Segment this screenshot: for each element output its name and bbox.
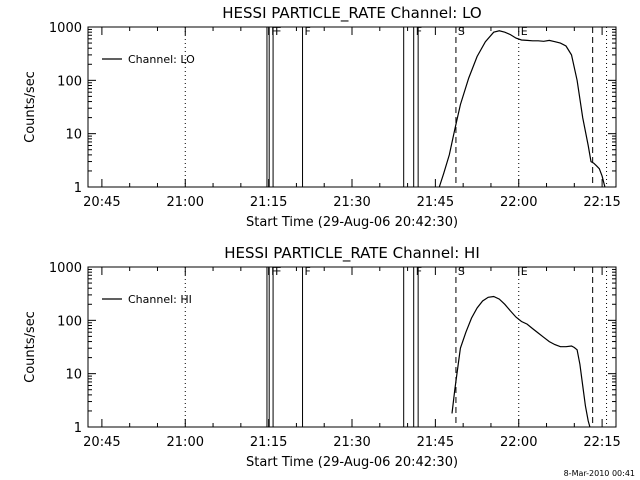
x-tick-label: 20:45 [83, 195, 120, 210]
event-marker-label: F [305, 265, 311, 278]
y-tick-label: 100 [57, 74, 82, 89]
x-tick-label: 22:15 [583, 195, 620, 210]
x-tick-label: 22:00 [500, 435, 537, 450]
y-tick-label: 1 [74, 421, 82, 436]
event-marker-label: E [521, 265, 528, 278]
x-tick-label: 22:00 [500, 195, 537, 210]
series-line [438, 30, 606, 188]
event-marker-label: F [416, 265, 422, 278]
plot-frame [87, 26, 617, 188]
event-marker-label: F [271, 265, 277, 278]
x-tick-label: 21:00 [167, 195, 204, 210]
x-tick-label: 21:30 [333, 435, 370, 450]
y-tick-label: 1000 [49, 261, 82, 276]
legend-label: Channel: HI [128, 293, 192, 306]
y-tick-label: 1 [74, 181, 82, 196]
x-axis-label: Start Time (29-Aug-06 20:42:30) [246, 455, 458, 470]
y-tick-label: 10 [65, 368, 82, 383]
event-marker-label: F [416, 25, 422, 38]
legend-label: Channel: LO [128, 53, 195, 66]
x-tick-label: 22:15 [583, 435, 620, 450]
chart-title: HESSI PARTICLE_RATE Channel: LO [222, 4, 481, 23]
event-marker-label: S [458, 25, 465, 38]
y-tick-label: 10 [65, 128, 82, 143]
x-tick-label: 21:00 [167, 435, 204, 450]
x-tick-label: 21:45 [417, 435, 454, 450]
event-marker-label: E [521, 25, 528, 38]
x-tick-label: 21:15 [250, 435, 287, 450]
event-marker-label: S [458, 265, 465, 278]
event-marker-label: F [275, 265, 281, 278]
plot-frame [87, 266, 617, 428]
event-marker-label: F [275, 25, 281, 38]
y-axis-label: Counts/sec [23, 311, 38, 383]
x-axis-label: Start Time (29-Aug-06 20:42:30) [246, 215, 458, 230]
x-tick-label: 21:30 [333, 195, 370, 210]
chart-title: HESSI PARTICLE_RATE Channel: HI [224, 244, 480, 263]
x-tick-label: 21:15 [250, 195, 287, 210]
footer-date: 8-Mar-2010 00:41 [564, 469, 635, 478]
x-tick-label: 20:45 [83, 435, 120, 450]
x-tick-label: 21:45 [417, 195, 454, 210]
y-tick-label: 100 [57, 314, 82, 329]
y-tick-label: 1000 [49, 21, 82, 36]
event-marker-label: F [271, 25, 277, 38]
series-line [451, 295, 591, 428]
y-axis-label: Counts/sec [23, 71, 38, 143]
event-marker-label: F [305, 25, 311, 38]
